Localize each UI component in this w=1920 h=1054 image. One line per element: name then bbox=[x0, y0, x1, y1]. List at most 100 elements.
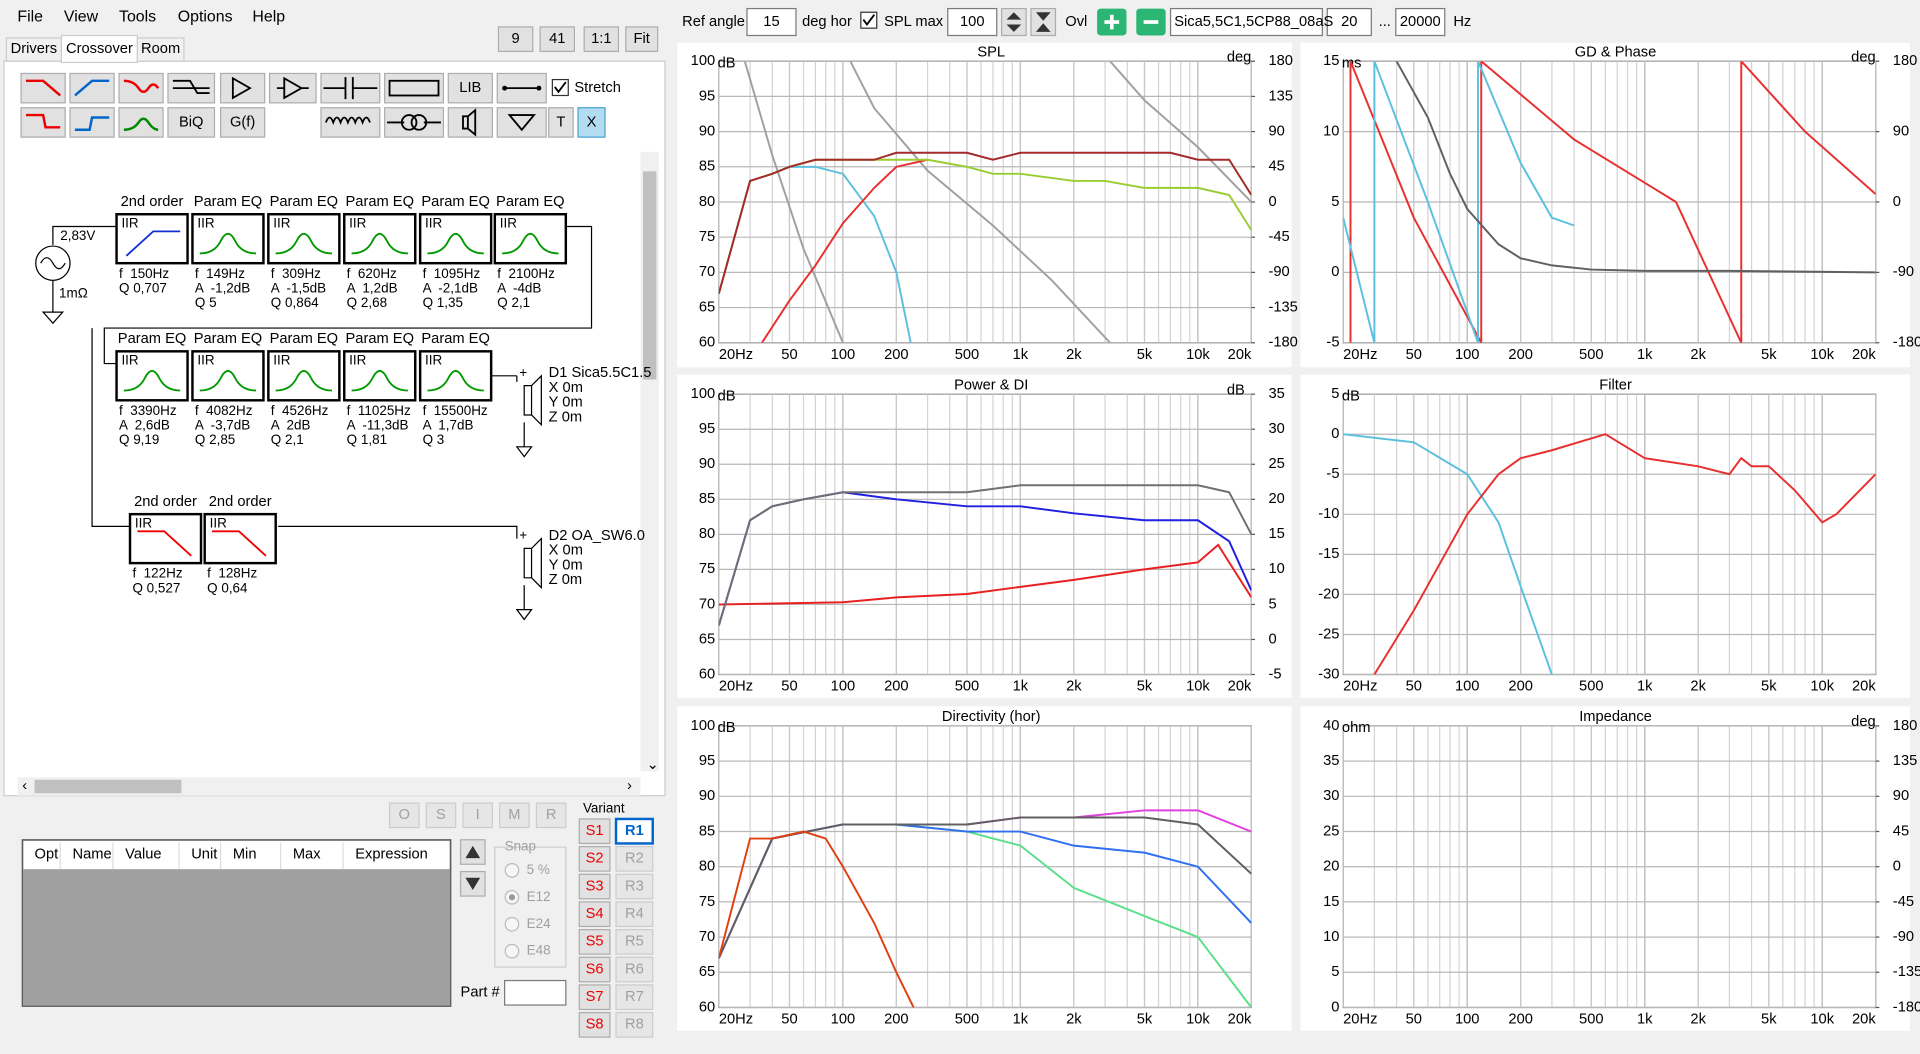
filter-block[interactable] bbox=[343, 213, 417, 265]
spl-max-input[interactable] bbox=[947, 7, 998, 37]
filter-block[interactable] bbox=[115, 350, 189, 402]
filter-block[interactable] bbox=[418, 350, 493, 402]
view-button[interactable] bbox=[497, 26, 534, 53]
x-tick-label: 20k bbox=[1228, 347, 1252, 363]
filter-block[interactable] bbox=[191, 213, 265, 265]
y-tick-label: -5 bbox=[1326, 335, 1339, 351]
view-button[interactable] bbox=[583, 26, 620, 53]
y2-tick-label: -90 bbox=[1893, 264, 1914, 280]
y-axis-label: dB bbox=[718, 720, 736, 736]
lowpass-button[interactable] bbox=[20, 72, 66, 104]
variant-s-button[interactable] bbox=[578, 818, 611, 845]
ground-button[interactable] bbox=[496, 107, 547, 138]
variant-s-button[interactable] bbox=[578, 984, 611, 1011]
lowpass2-button[interactable] bbox=[20, 107, 66, 138]
y-tick-label: 85 bbox=[699, 159, 715, 175]
speaker-button[interactable] bbox=[447, 107, 493, 138]
variant-s-button[interactable] bbox=[578, 1012, 611, 1038]
filter-block[interactable] bbox=[267, 350, 341, 402]
filter-block[interactable] bbox=[343, 350, 417, 402]
view-button-label: 1:1 bbox=[591, 31, 611, 47]
ellipsis: ... bbox=[1379, 14, 1391, 30]
ref-angle-input[interactable] bbox=[746, 7, 797, 37]
tab[interactable] bbox=[60, 34, 138, 64]
menu-item[interactable]: Options bbox=[178, 8, 233, 25]
variant-r-button[interactable] bbox=[615, 1012, 654, 1038]
amp-button[interactable] bbox=[219, 72, 266, 104]
driver-param: Y 0m bbox=[549, 557, 583, 573]
h-scroll-thumb[interactable] bbox=[34, 779, 182, 794]
column-header: Unit bbox=[191, 846, 217, 862]
lib-button[interactable] bbox=[447, 72, 493, 104]
block-param: f 309Hz bbox=[271, 266, 321, 281]
variant-s-button[interactable] bbox=[578, 901, 611, 928]
scroll-down[interactable]: ⌄ bbox=[647, 757, 659, 773]
view-button[interactable] bbox=[625, 26, 659, 53]
resistor-button[interactable] bbox=[384, 72, 445, 104]
variant-r-button[interactable] bbox=[615, 984, 654, 1011]
snap-radio[interactable] bbox=[504, 863, 520, 878]
nav-button[interactable] bbox=[425, 802, 457, 829]
f-min-input[interactable] bbox=[1326, 7, 1372, 37]
variant-r-button[interactable] bbox=[615, 873, 654, 900]
menu-item[interactable]: File bbox=[17, 8, 43, 25]
driver-file-input[interactable] bbox=[1169, 7, 1323, 37]
peq-button[interactable] bbox=[118, 107, 164, 138]
variant-r-label: R7 bbox=[625, 989, 644, 1005]
menu-item[interactable]: View bbox=[64, 8, 99, 25]
variant-r-button[interactable] bbox=[615, 846, 654, 872]
spl-max-label: SPL max bbox=[884, 14, 944, 30]
variant-s-button[interactable] bbox=[578, 846, 611, 872]
block-param: A 1,2dB bbox=[347, 280, 398, 295]
x-button[interactable] bbox=[577, 107, 606, 138]
v-scroll-thumb[interactable] bbox=[642, 171, 657, 380]
scroll-left[interactable]: ‹ bbox=[22, 778, 27, 794]
filter-block[interactable] bbox=[493, 213, 568, 265]
variant-s-button[interactable] bbox=[578, 956, 611, 983]
biq-button[interactable] bbox=[167, 107, 216, 138]
variant-r-button[interactable] bbox=[615, 956, 654, 983]
variant-r-button[interactable] bbox=[614, 817, 654, 845]
scroll-right[interactable]: › bbox=[627, 778, 632, 794]
part-input[interactable] bbox=[504, 979, 567, 1006]
variant-r-button[interactable] bbox=[615, 901, 654, 928]
icon bbox=[323, 77, 378, 100]
variant-s-button[interactable] bbox=[578, 929, 611, 955]
nav-button[interactable] bbox=[499, 802, 530, 829]
inductor-button[interactable] bbox=[320, 107, 381, 138]
filter-block[interactable] bbox=[191, 350, 265, 402]
column-header: Value bbox=[125, 846, 161, 862]
block-title: Param EQ bbox=[194, 331, 263, 347]
y-tick-label: 75 bbox=[699, 561, 715, 577]
variant-s-button[interactable] bbox=[578, 873, 611, 900]
notch-button[interactable] bbox=[118, 72, 164, 104]
nav-button[interactable] bbox=[462, 802, 493, 829]
view-button[interactable] bbox=[539, 26, 576, 53]
gf-button[interactable] bbox=[219, 107, 266, 138]
block-type: IIR bbox=[349, 353, 366, 368]
filter-block[interactable] bbox=[418, 213, 493, 265]
filter-block[interactable] bbox=[267, 213, 341, 265]
variant-r-button[interactable] bbox=[615, 929, 654, 955]
snap-radio[interactable] bbox=[504, 943, 520, 959]
y-tick-label: 70 bbox=[699, 596, 715, 612]
menu-item[interactable]: Tools bbox=[119, 8, 156, 25]
opamp-button[interactable] bbox=[268, 72, 317, 104]
x-tick-label: 20k bbox=[1228, 679, 1252, 695]
f-max-input[interactable] bbox=[1395, 7, 1446, 37]
series-line bbox=[1343, 433, 1553, 675]
chart-title: SPL bbox=[977, 45, 1005, 61]
nav-button[interactable] bbox=[535, 802, 567, 829]
snap-radio[interactable] bbox=[504, 916, 520, 932]
filter-block[interactable] bbox=[203, 512, 277, 565]
t-button[interactable] bbox=[548, 107, 574, 138]
x-tick-label: 100 bbox=[831, 679, 855, 695]
tab[interactable] bbox=[136, 37, 185, 62]
x-tick-label: 20Hz bbox=[1343, 347, 1377, 363]
nav-button[interactable] bbox=[388, 802, 420, 829]
block-title: Param EQ bbox=[118, 331, 187, 347]
highpass-button[interactable] bbox=[69, 72, 115, 104]
block-icon bbox=[502, 232, 559, 255]
menu-item[interactable]: Help bbox=[252, 8, 285, 25]
x-tick-label: 200 bbox=[1508, 1012, 1532, 1028]
